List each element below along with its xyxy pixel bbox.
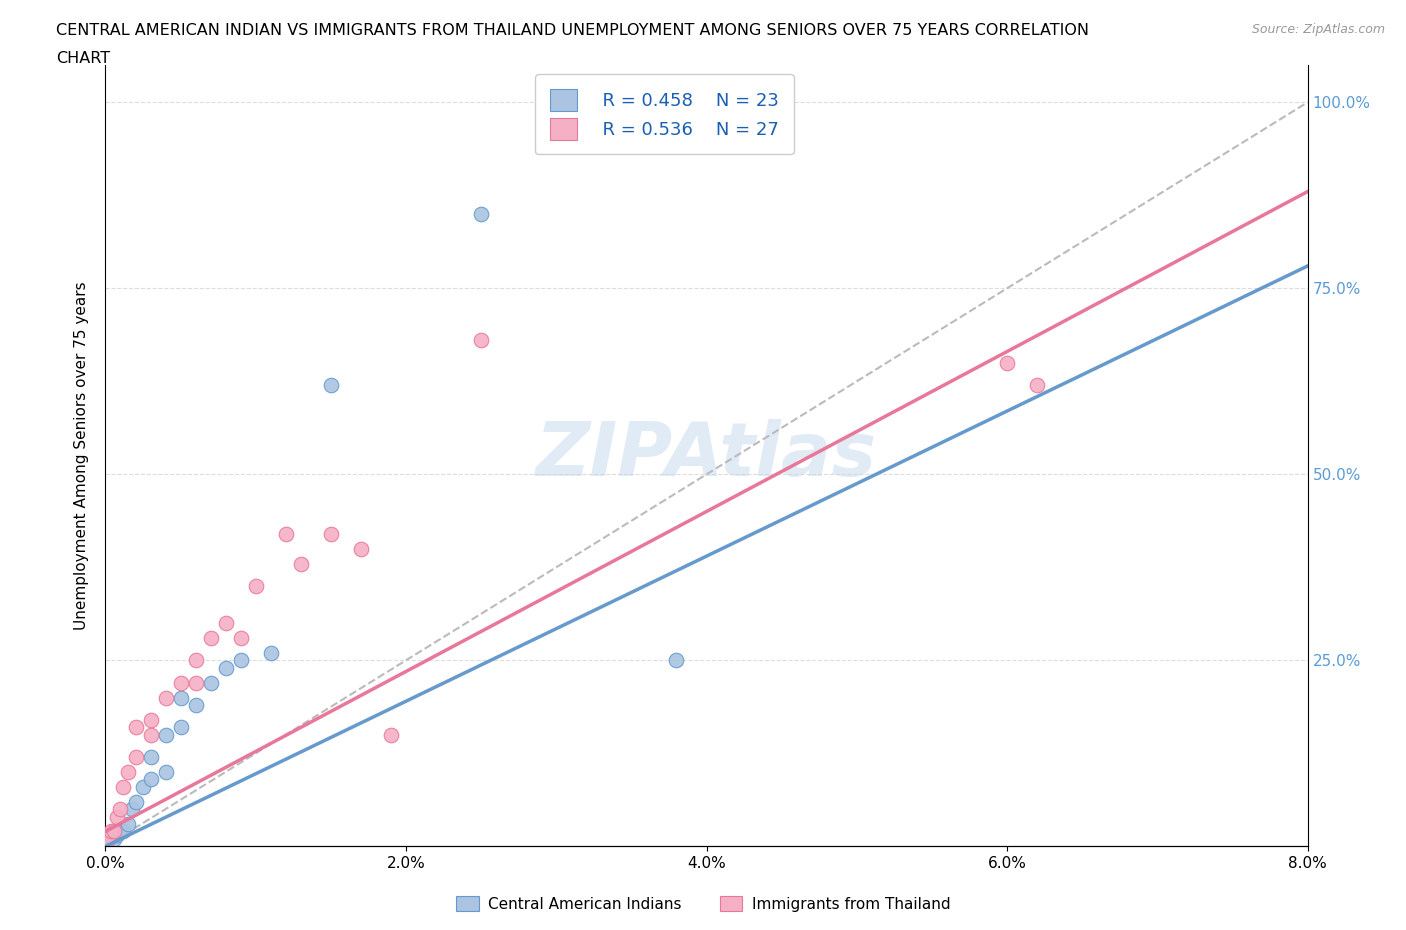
Point — [139, 750, 162, 764]
Point — [184, 698, 207, 712]
Point — [110, 824, 132, 839]
Point — [139, 772, 162, 787]
Point — [155, 764, 177, 779]
Point — [200, 631, 222, 645]
Point — [665, 653, 688, 668]
Point — [124, 750, 146, 764]
Point — [470, 206, 492, 221]
Point — [103, 831, 125, 846]
Point — [229, 653, 252, 668]
Point — [98, 831, 121, 846]
Point — [319, 378, 342, 392]
Point — [214, 660, 236, 675]
Legend:   R = 0.458    N = 23,   R = 0.536    N = 27: R = 0.458 N = 23, R = 0.536 N = 27 — [536, 74, 793, 154]
Text: ZIPAtlas: ZIPAtlas — [536, 419, 877, 492]
Text: CHART: CHART — [56, 51, 110, 66]
Point — [229, 631, 252, 645]
Point — [184, 653, 207, 668]
Point — [121, 802, 143, 817]
Point — [124, 794, 146, 809]
Point — [117, 764, 139, 779]
Point — [319, 526, 342, 541]
Point — [112, 824, 135, 839]
Point — [274, 526, 297, 541]
Text: CENTRAL AMERICAN INDIAN VS IMMIGRANTS FROM THAILAND UNEMPLOYMENT AMONG SENIORS O: CENTRAL AMERICAN INDIAN VS IMMIGRANTS FR… — [56, 23, 1090, 38]
Point — [470, 333, 492, 348]
Point — [184, 675, 207, 690]
Point — [107, 809, 129, 824]
Point — [380, 727, 402, 742]
Point — [350, 541, 373, 556]
Y-axis label: Unemployment Among Seniors over 75 years: Unemployment Among Seniors over 75 years — [75, 282, 90, 630]
Point — [139, 727, 162, 742]
Text: Source: ZipAtlas.com: Source: ZipAtlas.com — [1251, 23, 1385, 36]
Point — [110, 802, 132, 817]
Point — [260, 645, 283, 660]
Point — [290, 556, 312, 571]
Point — [139, 712, 162, 727]
Point — [169, 720, 191, 735]
Point — [132, 779, 155, 794]
Point — [995, 355, 1018, 370]
Point — [103, 824, 125, 839]
Point — [107, 828, 129, 843]
Point — [1026, 378, 1049, 392]
Point — [169, 690, 191, 705]
Point — [112, 779, 135, 794]
Legend: Central American Indians, Immigrants from Thailand: Central American Indians, Immigrants fro… — [450, 889, 956, 918]
Point — [200, 675, 222, 690]
Point — [155, 727, 177, 742]
Point — [97, 831, 120, 846]
Point — [155, 690, 177, 705]
Point — [245, 578, 267, 593]
Point — [124, 720, 146, 735]
Point — [100, 824, 122, 839]
Point — [117, 817, 139, 831]
Point — [214, 616, 236, 631]
Point — [169, 675, 191, 690]
